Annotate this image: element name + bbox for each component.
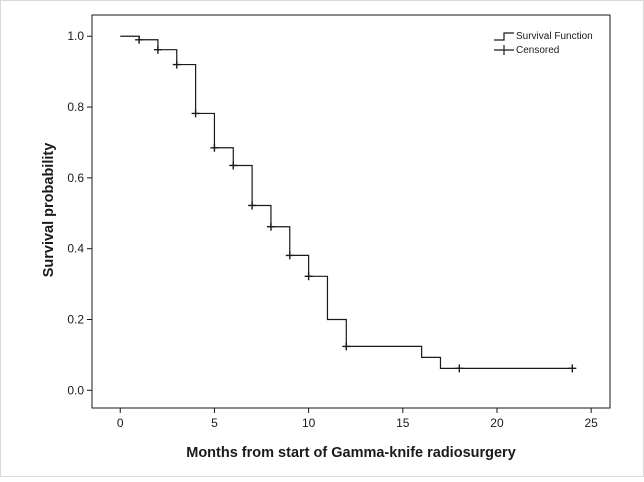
censored-marker	[172, 60, 181, 69]
y-tick-label: 0.2	[67, 312, 84, 326]
x-tick-label: 0	[117, 416, 124, 430]
survival-function-line	[120, 35, 573, 369]
legend-survival-function-label: Survival Function	[516, 31, 593, 42]
y-tick-label: 0.6	[67, 171, 84, 185]
censored-marker	[229, 161, 238, 170]
censored-marker	[248, 201, 257, 210]
censored-marker	[191, 109, 200, 118]
censored-marker	[342, 342, 351, 351]
x-axis-title: Months from start of Gamma-knife radiosu…	[186, 445, 516, 461]
legend-survival-function-icon	[494, 32, 514, 41]
series-layer	[120, 35, 573, 369]
x-tick-label: 20	[490, 416, 504, 430]
censored-marker	[153, 45, 162, 54]
censored-marker	[210, 143, 219, 152]
plot-area	[91, 14, 611, 409]
x-axis-ticks: 0 5 10 15 20 25	[117, 408, 598, 430]
censored-marker	[455, 364, 464, 373]
y-tick-label: 0.0	[67, 383, 84, 397]
censored-marker	[285, 251, 294, 260]
y-axis-ticks: 0.0 0.2 0.4 0.6 0.8 1.0	[67, 29, 92, 397]
legend-censored-label: Censored	[516, 45, 559, 56]
y-axis-title: Survival probability	[41, 143, 57, 278]
censored-marker	[304, 272, 313, 281]
censored-marker	[568, 364, 577, 373]
censored-marker	[266, 222, 275, 231]
legend: Survival Function Censored	[494, 31, 593, 56]
y-tick-label: 0.4	[67, 242, 84, 256]
y-tick-label: 0.8	[67, 100, 84, 114]
x-tick-label: 25	[584, 416, 598, 430]
y-tick-label: 1.0	[67, 29, 84, 43]
legend-censored-icon	[494, 45, 514, 55]
censored-marker	[135, 35, 144, 44]
x-tick-label: 15	[396, 416, 410, 430]
x-tick-label: 10	[302, 416, 316, 430]
x-tick-label: 5	[211, 416, 218, 430]
censored-markers	[135, 35, 577, 373]
